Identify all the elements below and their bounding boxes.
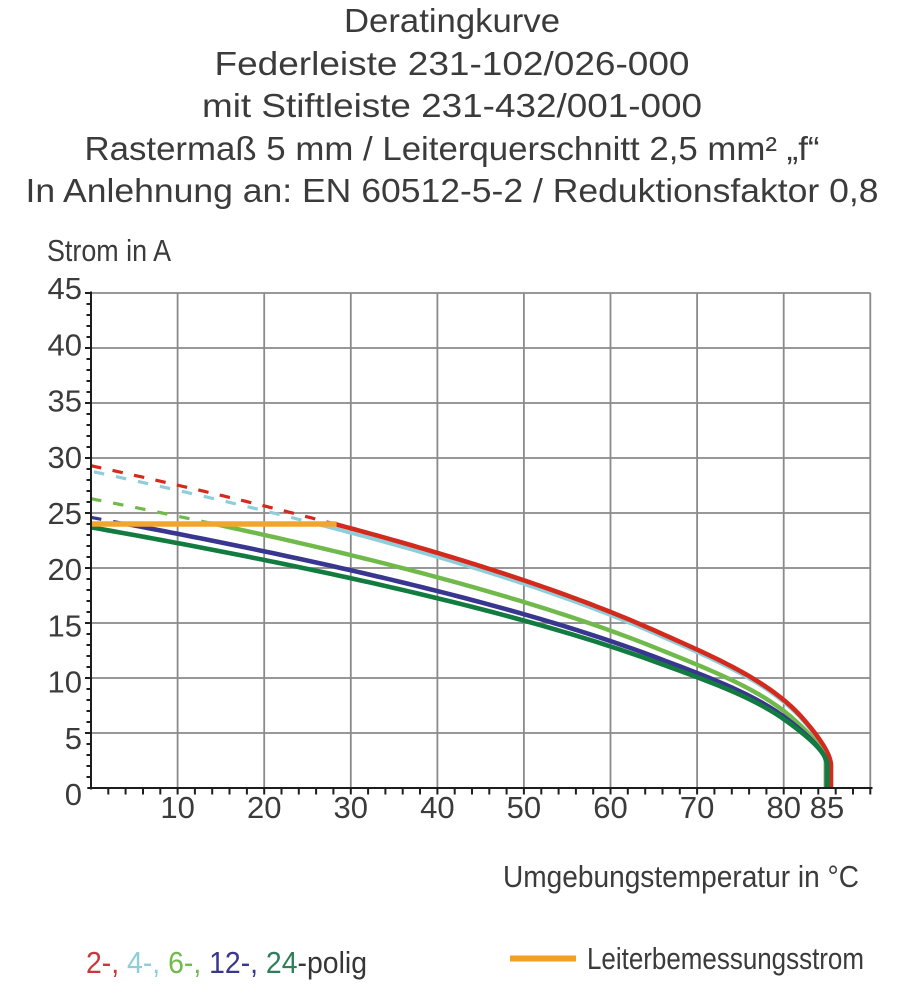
svg-text:10: 10 <box>48 665 82 700</box>
svg-text:Federleiste 231-102/026-000: Federleiste 231-102/026-000 <box>215 45 690 82</box>
svg-text:45: 45 <box>48 271 82 306</box>
svg-text:5: 5 <box>65 721 82 756</box>
svg-text:85: 85 <box>810 790 844 825</box>
svg-text:60: 60 <box>593 790 627 825</box>
svg-text:20: 20 <box>247 790 281 825</box>
svg-text:2-, 4-, 6-, 12-, 24-polig: 2-, 4-, 6-, 12-, 24-polig <box>86 945 367 980</box>
svg-text:In Anlehnung an: EN 60512-5-2: In Anlehnung an: EN 60512-5-2 / Reduktio… <box>26 172 879 209</box>
svg-text:Deratingkurve: Deratingkurve <box>344 2 560 39</box>
svg-text:50: 50 <box>507 790 541 825</box>
svg-text:40: 40 <box>420 790 454 825</box>
svg-text:25: 25 <box>48 496 82 531</box>
svg-text:Leiterbemessungsstrom: Leiterbemessungsstrom <box>587 941 864 976</box>
svg-text:Strom in A: Strom in A <box>47 233 171 268</box>
svg-text:20: 20 <box>48 552 82 587</box>
svg-text:15: 15 <box>48 608 82 643</box>
svg-text:Umgebungstemperatur in °C: Umgebungstemperatur in °C <box>503 859 859 894</box>
svg-text:mit Stiftleiste 231-432/001-00: mit Stiftleiste 231-432/001-000 <box>202 87 702 124</box>
svg-text:Rastermaß 5 mm / Leiterquersch: Rastermaß 5 mm / Leiterquerschnitt 2,5 m… <box>85 130 820 167</box>
svg-text:30: 30 <box>334 790 368 825</box>
svg-text:0: 0 <box>65 777 82 812</box>
svg-text:35: 35 <box>48 384 82 419</box>
svg-text:30: 30 <box>48 440 82 475</box>
svg-text:40: 40 <box>48 327 82 362</box>
svg-text:70: 70 <box>680 790 714 825</box>
svg-text:10: 10 <box>160 790 194 825</box>
svg-text:80: 80 <box>766 790 800 825</box>
